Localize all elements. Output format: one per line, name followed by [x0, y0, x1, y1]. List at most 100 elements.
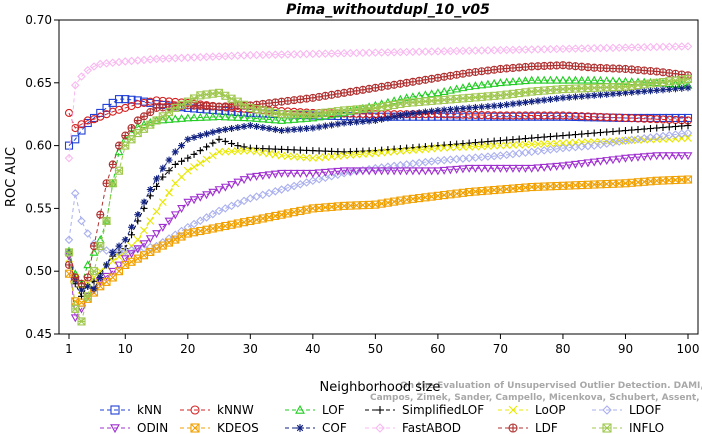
data-point-ldof [677, 129, 687, 139]
data-point-lof [283, 115, 293, 124]
data-point-lof [627, 77, 637, 86]
data-point-ldf [64, 260, 74, 269]
data-point-cof [646, 87, 654, 95]
data-point-cof [453, 105, 461, 113]
data-point-loop [252, 147, 261, 156]
data-point-fastabod [339, 49, 349, 58]
data-point-knnw [608, 113, 618, 122]
legend-entry-ldf: LDF [498, 421, 558, 434]
data-point-lof [495, 78, 505, 87]
data-point-simplifiedlof [453, 140, 461, 148]
data-point-cof [278, 127, 286, 135]
data-point-fastabod [327, 49, 336, 58]
data-point-odin [295, 169, 305, 178]
data-point-simplifiedlof [234, 142, 242, 150]
data-point-knnw [652, 115, 661, 124]
data-point-cof [534, 97, 542, 105]
data-point-fastabod [152, 54, 161, 64]
data-point-fastabod [333, 49, 343, 58]
data-point-ldof [583, 141, 593, 151]
data-point-lof [270, 115, 280, 124]
data-point-fastabod [252, 50, 261, 60]
data-point-fastabod [289, 50, 299, 59]
data-point-knnw [515, 111, 524, 120]
data-point-lof [83, 260, 93, 269]
data-point-knnw [483, 111, 492, 120]
data-point-loop [208, 151, 217, 160]
data-point-cof [571, 93, 579, 101]
data-point-fastabod [296, 49, 305, 59]
series-fastabod [64, 42, 693, 163]
data-point-simplifiedlof [165, 167, 173, 175]
data-point-cof [290, 126, 298, 134]
data-point-fastabod [589, 43, 599, 53]
data-point-odin [539, 163, 549, 172]
data-point-loop [471, 142, 480, 151]
data-point-fastabod [502, 45, 511, 55]
data-point-ldf [83, 273, 92, 282]
data-point-cof [209, 128, 217, 136]
data-point-cof [309, 124, 317, 132]
data-point-odin [158, 223, 168, 232]
data-point-odin [677, 152, 687, 161]
data-point-odin [483, 164, 493, 173]
data-point-cof [134, 211, 142, 219]
data-point-ldof [464, 153, 474, 163]
data-point-loop [358, 150, 367, 159]
data-point-ldof [189, 219, 199, 229]
data-point-lof [527, 75, 537, 84]
data-point-loop [527, 140, 536, 149]
data-point-ldof [452, 154, 461, 164]
data-point-cof [596, 91, 604, 99]
data-point-odin [514, 164, 524, 173]
data-point-odin [546, 163, 555, 172]
data-point-odin [552, 162, 562, 171]
x-tick-label: 50 [368, 342, 383, 356]
legend-label-cof: COF [322, 421, 347, 434]
data-point-loop [346, 151, 355, 160]
data-point-odin [464, 164, 474, 173]
data-point-cof [684, 84, 692, 92]
data-point-fastabod [271, 50, 280, 59]
data-point-fastabod [664, 42, 674, 52]
data-point-ldof [514, 149, 524, 158]
data-point-lof [552, 75, 562, 84]
axes: 1 10 20 30 40 50 60 70 80 90 100 0.45 0.50 0.55 0.60 0.… [25, 13, 699, 356]
data-point-loop [377, 148, 386, 157]
data-point-simplifiedlof [309, 147, 317, 155]
data-point-fastabod [196, 52, 205, 62]
data-point-ldof [296, 180, 305, 189]
data-point-odin [402, 167, 412, 176]
data-point-fastabod [383, 48, 393, 57]
data-point-ldof [202, 213, 211, 222]
data-point-simplifiedlof [628, 126, 636, 134]
data-point-lof [389, 96, 399, 105]
data-point-fastabod [402, 47, 411, 57]
data-point-simplifiedlof [584, 130, 592, 138]
data-point-ldof [558, 143, 568, 153]
data-point-fastabod [221, 51, 230, 61]
data-point-fastabod [521, 45, 530, 54]
data-point-simplifiedlof [340, 148, 348, 156]
watermark-line-citation: On the Evaluation of Unsupervised Outlie… [400, 381, 702, 391]
data-point-fastabod [458, 46, 468, 56]
data-point-simplifiedlof [178, 157, 186, 165]
data-point-loop [684, 134, 692, 142]
data-point-cof [484, 102, 492, 110]
data-point-odin [395, 167, 405, 176]
data-point-simplifiedlof [609, 128, 617, 136]
data-point-loop [171, 179, 180, 188]
data-point-loop [434, 144, 442, 153]
data-point-fastabod [602, 43, 611, 53]
data-point-loop [196, 159, 205, 168]
data-point-fastabod [639, 42, 649, 52]
legend-label-fastabod: FastABOD [402, 421, 461, 434]
data-point-knn [114, 95, 124, 104]
data-point-cof [521, 98, 529, 106]
data-point-loop [327, 152, 336, 161]
data-point-simplifiedlof [465, 139, 473, 147]
data-point-loop [571, 138, 580, 147]
data-point-cof [565, 93, 573, 101]
data-point-cof [478, 103, 486, 111]
data-point-fastabod [358, 48, 368, 58]
